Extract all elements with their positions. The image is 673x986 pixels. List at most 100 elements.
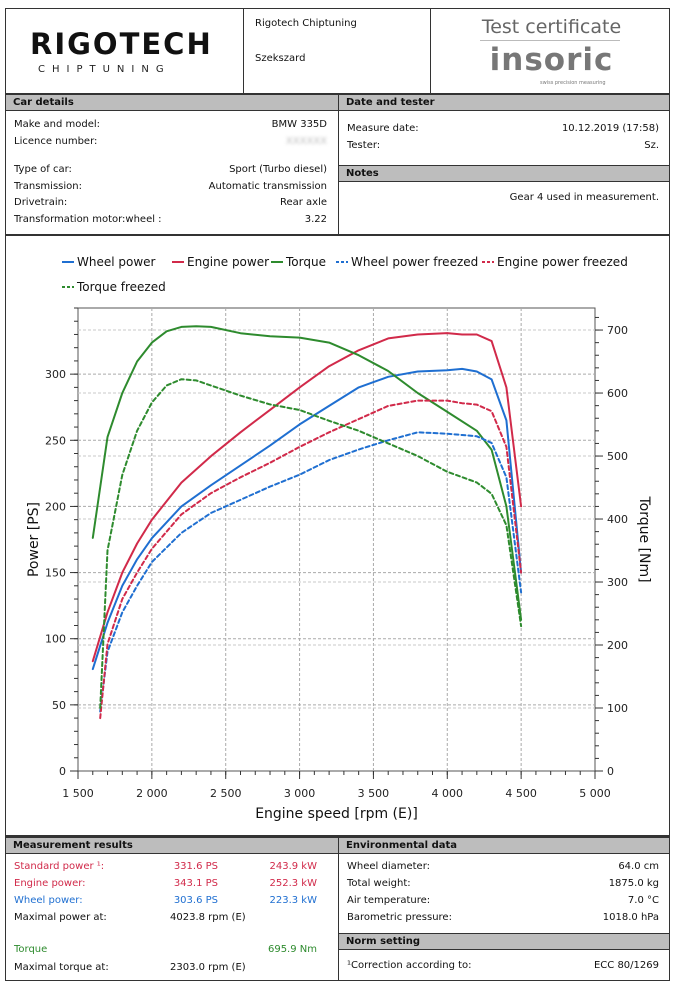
x-tick-label: 5 000 — [579, 787, 611, 800]
x-tick-label: 4 000 — [432, 787, 464, 800]
measure-date-value: 10.12.2019 (17:58) — [561, 123, 659, 134]
y-tick-label: 300 — [45, 368, 66, 381]
series-line-engine-power-freezed — [99, 399, 523, 720]
car-make-label: Make and model: — [14, 119, 101, 130]
x-tick-label: 2 500 — [210, 787, 242, 800]
max-power-at-label: Maximal power at: — [14, 912, 107, 923]
results-frame — [5, 836, 670, 981]
rigotech-logo-sub: CHIPTUNING — [38, 64, 171, 75]
barometric-pressure-value: 1018.0 hPa — [602, 912, 659, 923]
max-power-at-value: 4023.8 rpm (E) — [170, 912, 246, 923]
x-tick-label: 2 000 — [136, 787, 168, 800]
max-torque-at-value: 2303.0 rpm (E) — [170, 962, 246, 973]
y2-axis-title: Torque [Nm] — [636, 495, 652, 582]
legend-label: Wheel power — [77, 255, 156, 269]
date-tester-header: Date and tester — [339, 94, 669, 111]
ratio-label: Transformation motor:wheel : — [14, 214, 162, 225]
engine-power-kw: 252.3 kW — [269, 878, 318, 889]
insoric-logo: insoric — [489, 42, 614, 78]
certificate-underline — [480, 40, 620, 41]
power-torque-chart: 0 50 100 150 200 250 300 0 100 200 300 400 500 600 700… — [26, 255, 652, 822]
y-tick-label: 0 — [59, 765, 66, 778]
details-divider — [338, 94, 339, 235]
wheel-power-label: Wheel power: — [14, 895, 83, 906]
legend-label: Wheel power freezed — [351, 255, 478, 269]
series-line-torque — [91, 325, 523, 621]
wheel-power-kw: 223.3 kW — [269, 895, 318, 906]
drivetrain-value: Rear axle — [279, 197, 327, 208]
header-frame — [5, 8, 670, 94]
total-weight-value: 1875.0 kg — [608, 878, 659, 889]
header-divider-2 — [430, 8, 431, 94]
y2-tick-label: 400 — [607, 513, 628, 526]
legend-label: Torque — [285, 255, 326, 269]
notes-header: Notes — [339, 165, 669, 182]
x-tick-label: 4 500 — [505, 787, 537, 800]
y2-tick-label: 600 — [607, 387, 628, 400]
y2-tick-label: 0 — [607, 765, 614, 778]
tester-label: Tester: — [347, 140, 381, 151]
x-axis-title: Engine speed [rpm (E)] — [255, 806, 418, 822]
insoric-logo-sub: swiss precision measuring — [540, 80, 606, 86]
series-line-torque-freezed — [99, 378, 523, 709]
standard-power-label: Standard power ¹: — [14, 861, 105, 872]
y-tick-label: 200 — [45, 500, 66, 513]
y-tick-label: 250 — [45, 434, 66, 447]
engine-power-ps: 343.1 PS — [173, 878, 218, 889]
y2-tick-label: 300 — [607, 576, 628, 589]
licence-label: Licence number: — [14, 136, 98, 147]
torque-value: 695.9 Nm — [267, 944, 317, 955]
measure-date-label: Measure date: — [347, 123, 419, 134]
drivetrain-label: Drivetrain: — [14, 197, 68, 208]
certificate-title: Test certificate — [481, 16, 622, 38]
y-tick-label: 50 — [52, 699, 66, 712]
transmission-value: Automatic transmission — [208, 181, 327, 192]
tester-value: Sz. — [644, 140, 659, 151]
car-details-header: Car details — [6, 94, 338, 111]
engine-power-label: Engine power: — [14, 878, 86, 889]
car-make-value: BMW 335D — [271, 119, 327, 130]
norm-label: ¹Correction according to: — [347, 960, 472, 971]
legend-label: Engine power freezed — [497, 255, 628, 269]
norm-setting-header: Norm setting — [339, 933, 669, 950]
ratio-value: 3.22 — [304, 214, 327, 225]
series-line-engine-power — [91, 332, 523, 663]
y-tick-label: 100 — [45, 633, 66, 646]
notes-text: Gear 4 used in measurement. — [509, 192, 659, 203]
x-tick-label: 3 500 — [358, 787, 390, 800]
car-type-label: Type of car: — [14, 164, 72, 175]
results-divider — [338, 836, 339, 981]
total-weight-label: Total weight: — [347, 878, 411, 889]
plot-area — [77, 307, 596, 772]
transmission-label: Transmission: — [14, 181, 82, 192]
y2-tick-label: 200 — [607, 639, 628, 652]
wheel-diameter-label: Wheel diameter: — [347, 861, 431, 872]
air-temperature-label: Air temperature: — [347, 895, 431, 906]
company-city: Szekszard — [255, 53, 306, 64]
barometric-pressure-label: Barometric pressure: — [347, 912, 452, 923]
y-tick-label: 150 — [45, 567, 66, 580]
wheel-diameter-value: 64.0 cm — [618, 861, 659, 872]
environmental-header: Environmental data — [339, 837, 669, 854]
measurement-results-header: Measurement results — [6, 837, 338, 854]
company-name: Rigotech Chiptuning — [255, 18, 357, 29]
rigotech-logo: RIGOTECH CHIPTUNING — [30, 28, 230, 75]
x-tick-label: 1 500 — [62, 787, 94, 800]
rigotech-logo-main: RIGOTECH — [30, 27, 213, 61]
y-axis-title: Power [PS] — [26, 502, 42, 577]
legend-label: Engine power — [187, 255, 269, 269]
standard-power-ps: 331.6 PS — [173, 861, 218, 872]
max-torque-at-label: Maximal torque at: — [14, 962, 109, 973]
torque-label: Torque — [14, 944, 48, 955]
y2-tick-label: 700 — [607, 324, 628, 337]
licence-value: XXXXXX — [285, 136, 327, 147]
series-line-wheel-power-freezed — [99, 431, 523, 713]
y2-tick-label: 100 — [607, 702, 628, 715]
header-divider-1 — [243, 8, 244, 94]
norm-value: ECC 80/1269 — [593, 960, 659, 971]
x-tick-label: 3 000 — [284, 787, 316, 800]
y2-tick-label: 500 — [607, 450, 628, 463]
air-temperature-value: 7.0 °C — [627, 895, 659, 906]
details-frame — [5, 94, 670, 235]
wheel-power-ps: 303.6 PS — [173, 895, 218, 906]
